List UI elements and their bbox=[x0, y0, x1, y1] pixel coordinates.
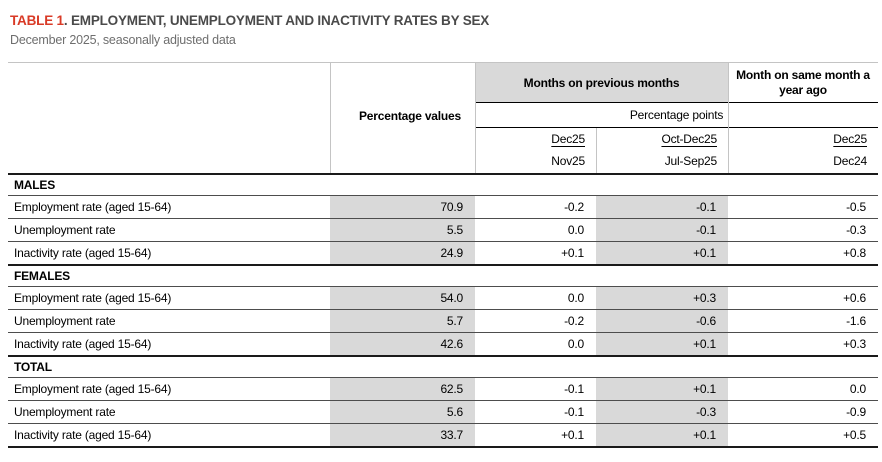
table-header: Months on previous months Month on same … bbox=[8, 62, 878, 173]
cell-percentage-value: 42.6 bbox=[330, 333, 475, 355]
cell-percentage-value: 33.7 bbox=[330, 424, 475, 446]
title-separator: . bbox=[63, 13, 71, 28]
cell-change-month: -0.1 bbox=[564, 382, 584, 396]
cell-change-month: +0.1 bbox=[561, 428, 584, 442]
title-text: EMPLOYMENT, UNEMPLOYMENT AND INACTIVITY … bbox=[70, 13, 490, 28]
cell-change-quarter: -0.1 bbox=[596, 196, 728, 218]
period-nov25: Nov25 bbox=[551, 154, 585, 168]
cell-change-quarter: +0.1 bbox=[596, 424, 728, 446]
period-oct-dec25: Oct-Dec25 bbox=[661, 131, 717, 146]
row-label: Unemployment rate bbox=[14, 405, 116, 419]
period-dec25-yoy: Dec25 bbox=[833, 131, 867, 146]
row-label: Inactivity rate (aged 15-64) bbox=[14, 428, 152, 442]
cell-change-quarter: -0.1 bbox=[596, 219, 728, 241]
header-period-bottom-row: Nov25 Jul-Sep25 Dec24 bbox=[8, 149, 878, 173]
table-row-males-employment: Employment rate (aged 15-64) 70.9 -0.2 -… bbox=[8, 195, 878, 218]
row-label: Employment rate (aged 15-64) bbox=[14, 382, 172, 396]
header-group-row: Months on previous months Month on same … bbox=[8, 63, 878, 103]
row-label: Employment rate (aged 15-64) bbox=[14, 291, 172, 305]
header-spacer bbox=[8, 103, 330, 128]
header-column-divider bbox=[475, 63, 476, 173]
cell-percentage-value: 54.0 bbox=[330, 287, 475, 309]
section-label: FEMALES bbox=[14, 269, 70, 283]
section-label: TOTAL bbox=[14, 360, 52, 374]
employment-rates-table: Months on previous months Month on same … bbox=[8, 62, 878, 448]
cell-change-year: +0.6 bbox=[843, 291, 866, 305]
header-months-on-previous-months: Months on previous months bbox=[475, 63, 728, 103]
header-column-divider bbox=[330, 63, 331, 173]
cell-change-year: -0.3 bbox=[846, 223, 866, 237]
row-label: Unemployment rate bbox=[14, 223, 116, 237]
table-row-females-unemployment: Unemployment rate 5.7 -0.2 -0.6 -1.6 bbox=[8, 309, 878, 332]
cell-change-year: -0.5 bbox=[846, 200, 866, 214]
cell-change-year: 0.0 bbox=[849, 382, 866, 396]
section-label: MALES bbox=[14, 178, 56, 192]
cell-change-quarter: -0.3 bbox=[596, 401, 728, 423]
table-body: MALES Employment rate (aged 15-64) 70.9 … bbox=[8, 173, 878, 448]
cell-change-year: +0.3 bbox=[843, 337, 866, 351]
cell-change-month: 0.0 bbox=[567, 337, 584, 351]
section-header-total: TOTAL bbox=[8, 355, 878, 377]
cell-change-month: 0.0 bbox=[567, 223, 584, 237]
header-spacer bbox=[8, 149, 330, 173]
table-row-females-inactivity: Inactivity rate (aged 15-64) 42.6 0.0 +0… bbox=[8, 332, 878, 355]
header-spacer bbox=[8, 63, 330, 103]
cell-change-quarter: -0.6 bbox=[596, 310, 728, 332]
cell-change-quarter: +0.1 bbox=[596, 242, 728, 264]
cell-change-quarter: +0.1 bbox=[596, 333, 728, 355]
header-spacer bbox=[330, 63, 475, 103]
section-header-females: FEMALES bbox=[8, 264, 878, 286]
cell-percentage-value: 62.5 bbox=[330, 378, 475, 400]
cell-percentage-value: 24.9 bbox=[330, 242, 475, 264]
header-spacer bbox=[330, 128, 475, 149]
section-header-males: MALES bbox=[8, 173, 878, 195]
row-label: Inactivity rate (aged 15-64) bbox=[14, 246, 152, 260]
header-month-on-same-month-year-ago: Month on same month a year ago bbox=[728, 63, 878, 103]
cell-percentage-value: 5.5 bbox=[330, 219, 475, 241]
title-block: TABLE 1. EMPLOYMENT, UNEMPLOYMENT AND IN… bbox=[0, 0, 882, 49]
table-row-total-unemployment: Unemployment rate 5.6 -0.1 -0.3 -0.9 bbox=[8, 400, 878, 423]
cell-percentage-value: 5.7 bbox=[330, 310, 475, 332]
cell-change-year: -0.9 bbox=[846, 405, 866, 419]
header-column-divider bbox=[596, 128, 597, 173]
table-row-total-employment: Employment rate (aged 15-64) 62.5 -0.1 +… bbox=[8, 377, 878, 400]
row-label: Employment rate (aged 15-64) bbox=[14, 200, 172, 214]
subtitle: December 2025, seasonally adjusted data bbox=[10, 33, 236, 47]
cell-change-month: 0.0 bbox=[567, 291, 584, 305]
cell-percentage-value: 70.9 bbox=[330, 196, 475, 218]
cell-change-month: +0.1 bbox=[561, 246, 584, 260]
row-label: Unemployment rate bbox=[14, 314, 116, 328]
cell-percentage-value: 5.6 bbox=[330, 401, 475, 423]
page-title: TABLE 1. EMPLOYMENT, UNEMPLOYMENT AND IN… bbox=[10, 12, 882, 30]
header-percentage-values: Percentage values bbox=[359, 108, 461, 123]
header-spacer bbox=[330, 149, 475, 173]
header-column-divider bbox=[728, 63, 729, 173]
cell-change-quarter: +0.3 bbox=[596, 287, 728, 309]
cell-change-year: -1.6 bbox=[846, 314, 866, 328]
table-row-males-inactivity: Inactivity rate (aged 15-64) 24.9 +0.1 +… bbox=[8, 241, 878, 264]
cell-change-month: -0.1 bbox=[564, 405, 584, 419]
period-dec24: Dec24 bbox=[833, 154, 867, 168]
table-number-label: TABLE 1 bbox=[10, 13, 64, 28]
cell-change-year: +0.5 bbox=[843, 428, 866, 442]
header-units-row: Percentage values Percentage points bbox=[8, 103, 878, 128]
period-dec25: Dec25 bbox=[551, 131, 585, 146]
table-row-females-employment: Employment rate (aged 15-64) 54.0 0.0 +0… bbox=[8, 286, 878, 309]
header-spacer bbox=[8, 128, 330, 149]
cell-change-month: -0.2 bbox=[564, 314, 584, 328]
cell-change-quarter: +0.1 bbox=[596, 378, 728, 400]
header-period-top-row: Dec25 Oct-Dec25 Dec25 bbox=[8, 128, 878, 149]
cell-change-year: +0.8 bbox=[843, 246, 866, 260]
table-row-males-unemployment: Unemployment rate 5.5 0.0 -0.1 -0.3 bbox=[8, 218, 878, 241]
period-jul-sep25: Jul-Sep25 bbox=[664, 154, 717, 168]
cell-change-month: -0.2 bbox=[564, 200, 584, 214]
header-percentage-points: Percentage points bbox=[475, 103, 878, 128]
table-row-total-inactivity: Inactivity rate (aged 15-64) 33.7 +0.1 +… bbox=[8, 423, 878, 446]
row-label: Inactivity rate (aged 15-64) bbox=[14, 337, 152, 351]
